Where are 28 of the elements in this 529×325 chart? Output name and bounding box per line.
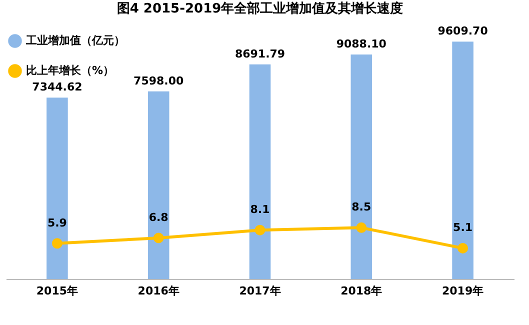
chart-title: 图4 2015-2019年全部工业增加值及其增长速度 bbox=[116, 0, 404, 17]
point bbox=[153, 232, 164, 244]
legend-label: 工业增加值（亿元） bbox=[25, 34, 125, 47]
data-label: 7598.00 bbox=[134, 74, 184, 88]
data-label: 6.8 bbox=[148, 210, 168, 224]
bar bbox=[350, 54, 372, 279]
data-label: 7344.62 bbox=[32, 80, 82, 94]
point bbox=[254, 224, 266, 236]
x-tick-label: 2015年 bbox=[36, 284, 78, 298]
bar bbox=[148, 91, 170, 279]
x-tick-label: 2017年 bbox=[239, 284, 281, 298]
x-tick-label: 2018年 bbox=[340, 284, 382, 298]
data-label: 5.9 bbox=[47, 216, 67, 230]
bar bbox=[249, 64, 271, 279]
data-label: 9088.10 bbox=[336, 38, 387, 51]
bar bbox=[46, 98, 68, 279]
data-label: 8691.79 bbox=[234, 47, 286, 60]
point bbox=[52, 238, 62, 249]
data-label: 5.1 bbox=[453, 221, 473, 234]
bar bbox=[452, 42, 474, 279]
x-tick-label: 2016年 bbox=[138, 284, 180, 298]
point bbox=[356, 222, 367, 233]
point bbox=[458, 242, 468, 254]
data-label: 8.1 bbox=[250, 203, 270, 216]
x-tick-label: 2019年 bbox=[442, 284, 484, 298]
data-label: 8.5 bbox=[352, 200, 372, 214]
legend-label: 比上年增长（%） bbox=[26, 64, 114, 77]
data-label: 9609.70 bbox=[438, 24, 488, 38]
